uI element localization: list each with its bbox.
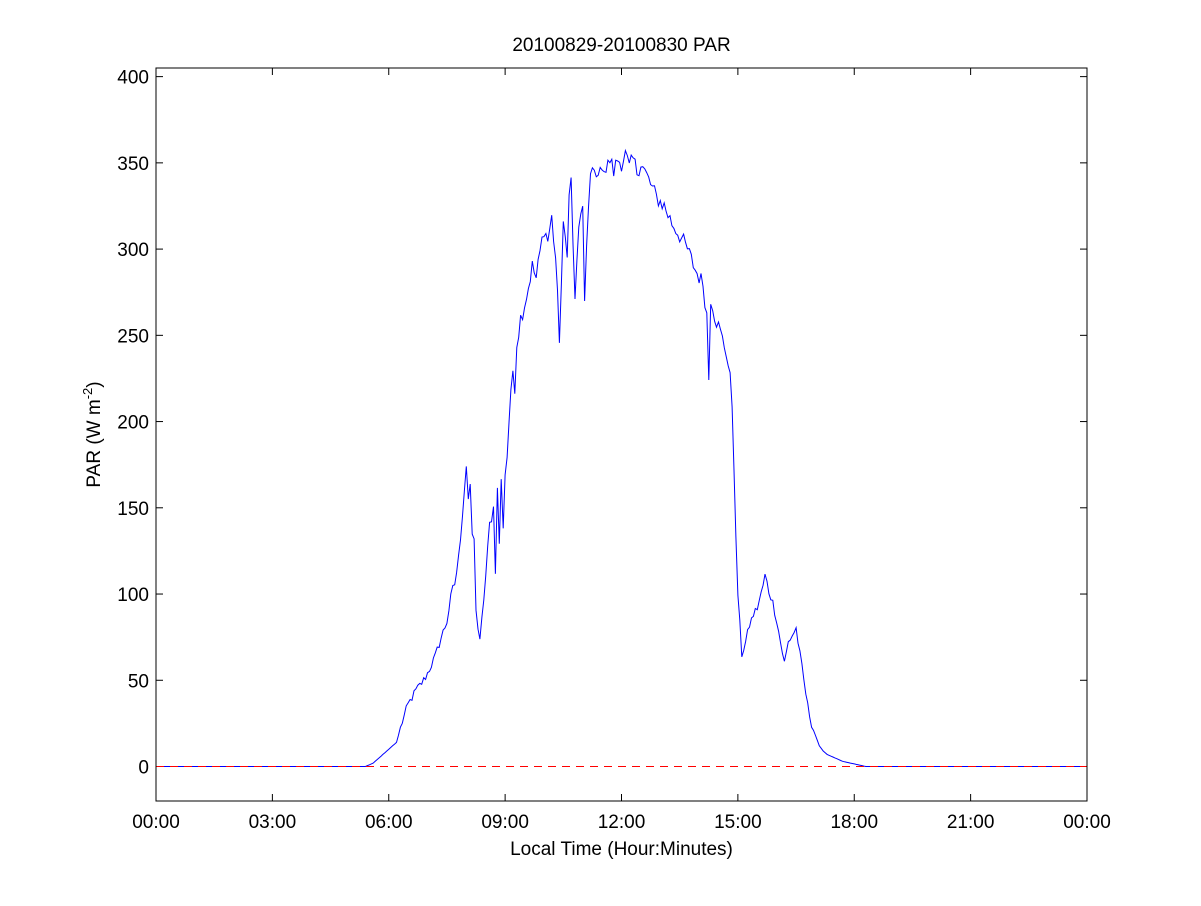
y-axis-label-text: PAR (W m [84,399,105,487]
x-tick-label: 00:00 [1063,812,1111,833]
y-axis-label-superscript: -2 [80,388,95,400]
y-tick-label: 350 [117,154,149,175]
x-tick-label: 00:00 [132,812,180,833]
y-tick-label: 250 [117,326,149,347]
y-tick-label: 400 [117,68,149,89]
chart-title: 20100829-20100830 PAR [512,35,730,56]
x-tick-label: 03:00 [249,812,297,833]
x-axis-label: Local Time (Hour:Minutes) [510,839,733,860]
x-tick-label: 06:00 [365,812,413,833]
x-axis-ticks: 00:00 03:00 06:00 09:00 12:00 15:00 18:00 21:00… [132,68,1111,833]
x-tick-label: 09:00 [481,812,529,833]
x-tick-label: 15:00 [714,812,762,833]
y-tick-label: 150 [117,499,149,520]
plot-area [156,68,1087,801]
y-axis-label: PAR (W m-2) [80,381,105,487]
y-tick-label: 0 [138,758,149,779]
x-tick-label: 18:00 [830,812,878,833]
y-tick-label: 300 [117,240,149,261]
y-tick-label: 200 [117,413,149,434]
plot-frame [155,67,1088,802]
y-axis-label-close: ) [84,381,105,387]
y-tick-label: 50 [128,671,149,692]
y-axis-ticks: 0 50 100 150 200 250 300 350 400 [117,68,1087,779]
x-tick-label: 12:00 [598,812,646,833]
x-tick-label: 21:00 [947,812,995,833]
y-tick-label: 100 [117,585,149,606]
